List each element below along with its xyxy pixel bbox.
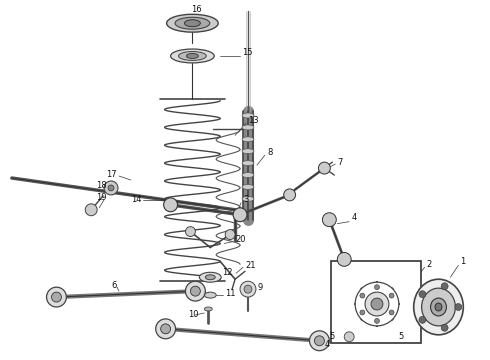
Text: 4: 4 [324, 340, 330, 349]
Ellipse shape [171, 49, 214, 63]
Circle shape [322, 213, 336, 227]
Text: 20: 20 [235, 235, 245, 244]
Circle shape [374, 285, 379, 290]
Circle shape [51, 292, 61, 302]
Ellipse shape [421, 288, 455, 326]
Circle shape [374, 319, 379, 323]
Ellipse shape [242, 196, 254, 201]
Ellipse shape [205, 275, 215, 280]
Circle shape [284, 189, 295, 201]
Text: 15: 15 [242, 49, 252, 58]
Text: 5: 5 [399, 332, 404, 341]
Circle shape [244, 285, 252, 293]
Ellipse shape [187, 54, 198, 58]
Bar [331, 261, 420, 343]
Text: 21: 21 [245, 261, 255, 270]
Text: 16: 16 [191, 5, 202, 14]
Circle shape [441, 283, 448, 290]
Circle shape [441, 324, 448, 331]
Text: 8: 8 [268, 148, 273, 157]
Circle shape [240, 281, 256, 297]
Text: 19: 19 [96, 193, 107, 202]
Circle shape [355, 282, 399, 326]
Circle shape [161, 324, 171, 334]
Text: 2: 2 [427, 260, 432, 269]
Circle shape [315, 336, 324, 346]
Ellipse shape [242, 172, 254, 177]
Circle shape [104, 181, 118, 195]
Ellipse shape [242, 184, 254, 189]
Ellipse shape [178, 51, 206, 60]
Ellipse shape [431, 298, 446, 316]
Ellipse shape [414, 279, 464, 335]
Circle shape [233, 208, 247, 222]
Circle shape [225, 230, 235, 239]
Text: 6: 6 [111, 281, 117, 290]
Circle shape [360, 310, 365, 315]
Ellipse shape [204, 307, 212, 311]
Text: 5: 5 [329, 332, 335, 341]
Circle shape [156, 319, 175, 339]
Ellipse shape [204, 292, 216, 298]
Circle shape [371, 298, 383, 310]
Ellipse shape [242, 149, 254, 154]
Ellipse shape [242, 137, 254, 142]
Text: 14: 14 [131, 195, 142, 204]
Circle shape [85, 204, 97, 216]
Circle shape [360, 293, 365, 298]
Circle shape [47, 287, 66, 307]
Text: 11: 11 [225, 289, 236, 298]
Text: 17: 17 [106, 170, 117, 179]
Circle shape [419, 291, 426, 298]
Circle shape [310, 331, 329, 351]
Ellipse shape [435, 303, 442, 311]
Circle shape [191, 286, 200, 296]
Text: 9: 9 [258, 283, 263, 292]
Text: 1: 1 [460, 257, 465, 266]
Text: 13: 13 [248, 116, 259, 125]
Text: 18: 18 [96, 181, 107, 190]
Ellipse shape [242, 113, 254, 118]
Ellipse shape [167, 14, 218, 32]
Circle shape [185, 227, 196, 237]
Ellipse shape [199, 272, 221, 282]
Text: 12: 12 [222, 268, 233, 277]
Text: 3: 3 [243, 195, 248, 204]
Text: 4: 4 [351, 213, 356, 222]
Circle shape [164, 198, 177, 212]
Ellipse shape [242, 125, 254, 130]
Text: 7: 7 [337, 158, 343, 167]
Circle shape [389, 293, 394, 298]
Circle shape [108, 185, 114, 191]
Circle shape [365, 292, 389, 316]
Text: 10: 10 [189, 310, 199, 319]
Circle shape [318, 162, 330, 174]
Circle shape [419, 316, 426, 323]
Circle shape [344, 332, 354, 342]
Circle shape [185, 281, 205, 301]
Circle shape [337, 252, 351, 266]
Circle shape [389, 310, 394, 315]
Circle shape [455, 303, 462, 310]
Ellipse shape [184, 20, 200, 27]
Ellipse shape [242, 161, 254, 166]
Ellipse shape [175, 17, 210, 29]
